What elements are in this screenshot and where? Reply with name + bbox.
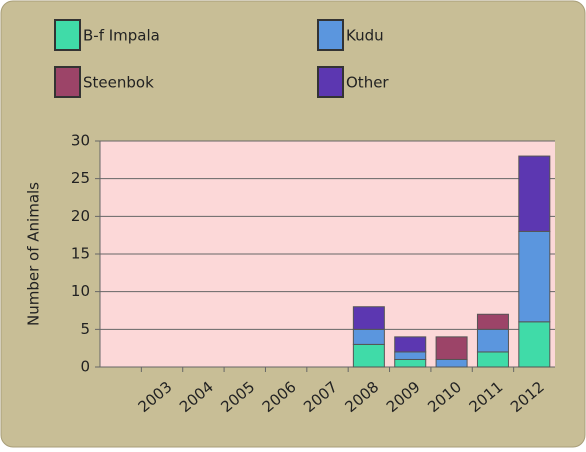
y-tick-label: 30 — [71, 132, 90, 150]
bar-segment — [435, 358, 468, 368]
bar-segment — [352, 328, 385, 345]
y-tick-label: 25 — [71, 169, 90, 187]
y-tick-label: 20 — [71, 207, 90, 225]
bar-segment — [476, 313, 509, 330]
bar-segment — [518, 230, 551, 323]
legend-swatch — [54, 66, 81, 98]
legend-swatch — [54, 19, 81, 51]
bar-segment — [352, 343, 385, 368]
bar-segment — [476, 351, 509, 368]
bar-segment — [394, 351, 427, 360]
bar-segment — [394, 336, 427, 353]
y-tick-label: 0 — [80, 358, 90, 376]
legend-label: Kudu — [346, 27, 384, 45]
y-tick-label: 10 — [71, 282, 90, 300]
y-axis-label: Number of Animals — [25, 182, 43, 326]
bar-segment — [352, 306, 385, 330]
legend-label: Steenbok — [83, 74, 154, 92]
bar-segment — [518, 155, 551, 232]
y-tick-label: 15 — [71, 245, 90, 263]
bar-segment — [518, 321, 551, 368]
legend-swatch — [317, 66, 344, 98]
legend-swatch — [317, 19, 344, 51]
y-tick-label: 5 — [80, 320, 90, 338]
bar-segment — [394, 358, 427, 368]
bar-segment — [435, 336, 468, 360]
legend-label: Other — [346, 74, 389, 92]
legend-label: B-f Impala — [83, 27, 160, 45]
bar-segment — [476, 328, 509, 353]
